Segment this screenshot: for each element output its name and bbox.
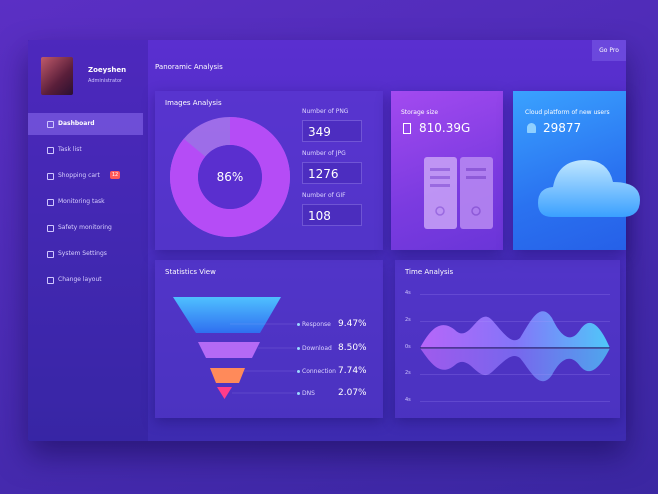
menu-label[interactable]: Safety monitoring [58,224,112,231]
funnel-value: 8.50% [338,343,367,353]
axis-line [420,348,610,349]
menu-label[interactable]: Change layout [58,276,102,283]
funnel-dot [297,370,300,373]
statistics-card [155,260,383,418]
stat-label: Number of JPG [302,150,346,157]
go-pro-button[interactable]: Go Pro [592,40,626,61]
menu-label[interactable]: Shopping cart [58,172,100,179]
funnel-value: 9.47% [338,319,367,329]
funnel-name: Response [302,321,331,328]
avatar [41,57,73,95]
axis-line [420,321,610,322]
axis-label: 0s [405,344,411,350]
funnel-value: 7.74% [338,366,367,376]
user-icon [527,123,536,133]
axis-label: 4s [405,290,411,296]
storage-icon [403,123,411,134]
page-title: Panoramic Analysis [155,63,223,71]
user-name: Zoeyshen [88,66,127,74]
donut-hole [198,145,262,209]
axis-line [420,374,610,375]
cart-badge: 12 [110,171,120,179]
funnel-name: DNS [302,390,315,397]
axis-label: 2s [405,370,411,376]
storage-value: 810.39G [419,121,471,135]
axis-line [420,401,610,402]
card-title: Statistics View [165,268,216,276]
funnel-name: Download [302,345,332,352]
donut-label: 86% [216,170,244,184]
menu-icon [47,173,54,180]
menu-label[interactable]: Task list [58,146,82,153]
donut-arc [170,117,290,237]
cloud-illustration [538,160,640,217]
cloud-value: 29877 [543,121,582,135]
menu-icon [47,147,54,154]
menu-icon [47,199,54,206]
cloud-label: Cloud platform of new users [525,109,610,116]
funnel-dot [297,347,300,350]
menu-icon [47,225,54,232]
menu-item[interactable] [28,139,143,161]
funnel-name: Connection [302,368,336,375]
menu-label[interactable]: Dashboard [58,120,95,127]
stat-value: 108 [302,204,362,226]
axis-line [420,294,610,295]
user-role: Administrator [88,78,123,84]
menu-icon [47,277,54,284]
menu-label[interactable]: Monitoring task [58,198,105,205]
axis-label: 2s [405,317,411,323]
server-illustration [424,157,493,229]
stat-label: Number of PNG [302,108,349,115]
funnel-value: 2.07% [338,388,367,398]
card-title: Time Analysis [405,268,454,276]
donut-chart [170,117,290,237]
menu-icon [47,121,54,128]
stat-value: 349 [302,120,362,142]
funnel [173,297,296,399]
stat-value: 1276 [302,162,362,184]
card-title: Images Analysis [165,99,222,107]
menu-icon [47,251,54,258]
wave [420,311,610,382]
stat-label: Number of GIF [302,192,346,199]
sidebar [28,40,148,441]
axis-label: 4s [405,397,411,403]
funnel-dot [297,323,300,326]
menu-label[interactable]: System Settings [58,250,107,257]
funnel-dot [297,392,300,395]
menu-item[interactable] [28,113,143,135]
storage-label: Storage size [401,109,439,116]
